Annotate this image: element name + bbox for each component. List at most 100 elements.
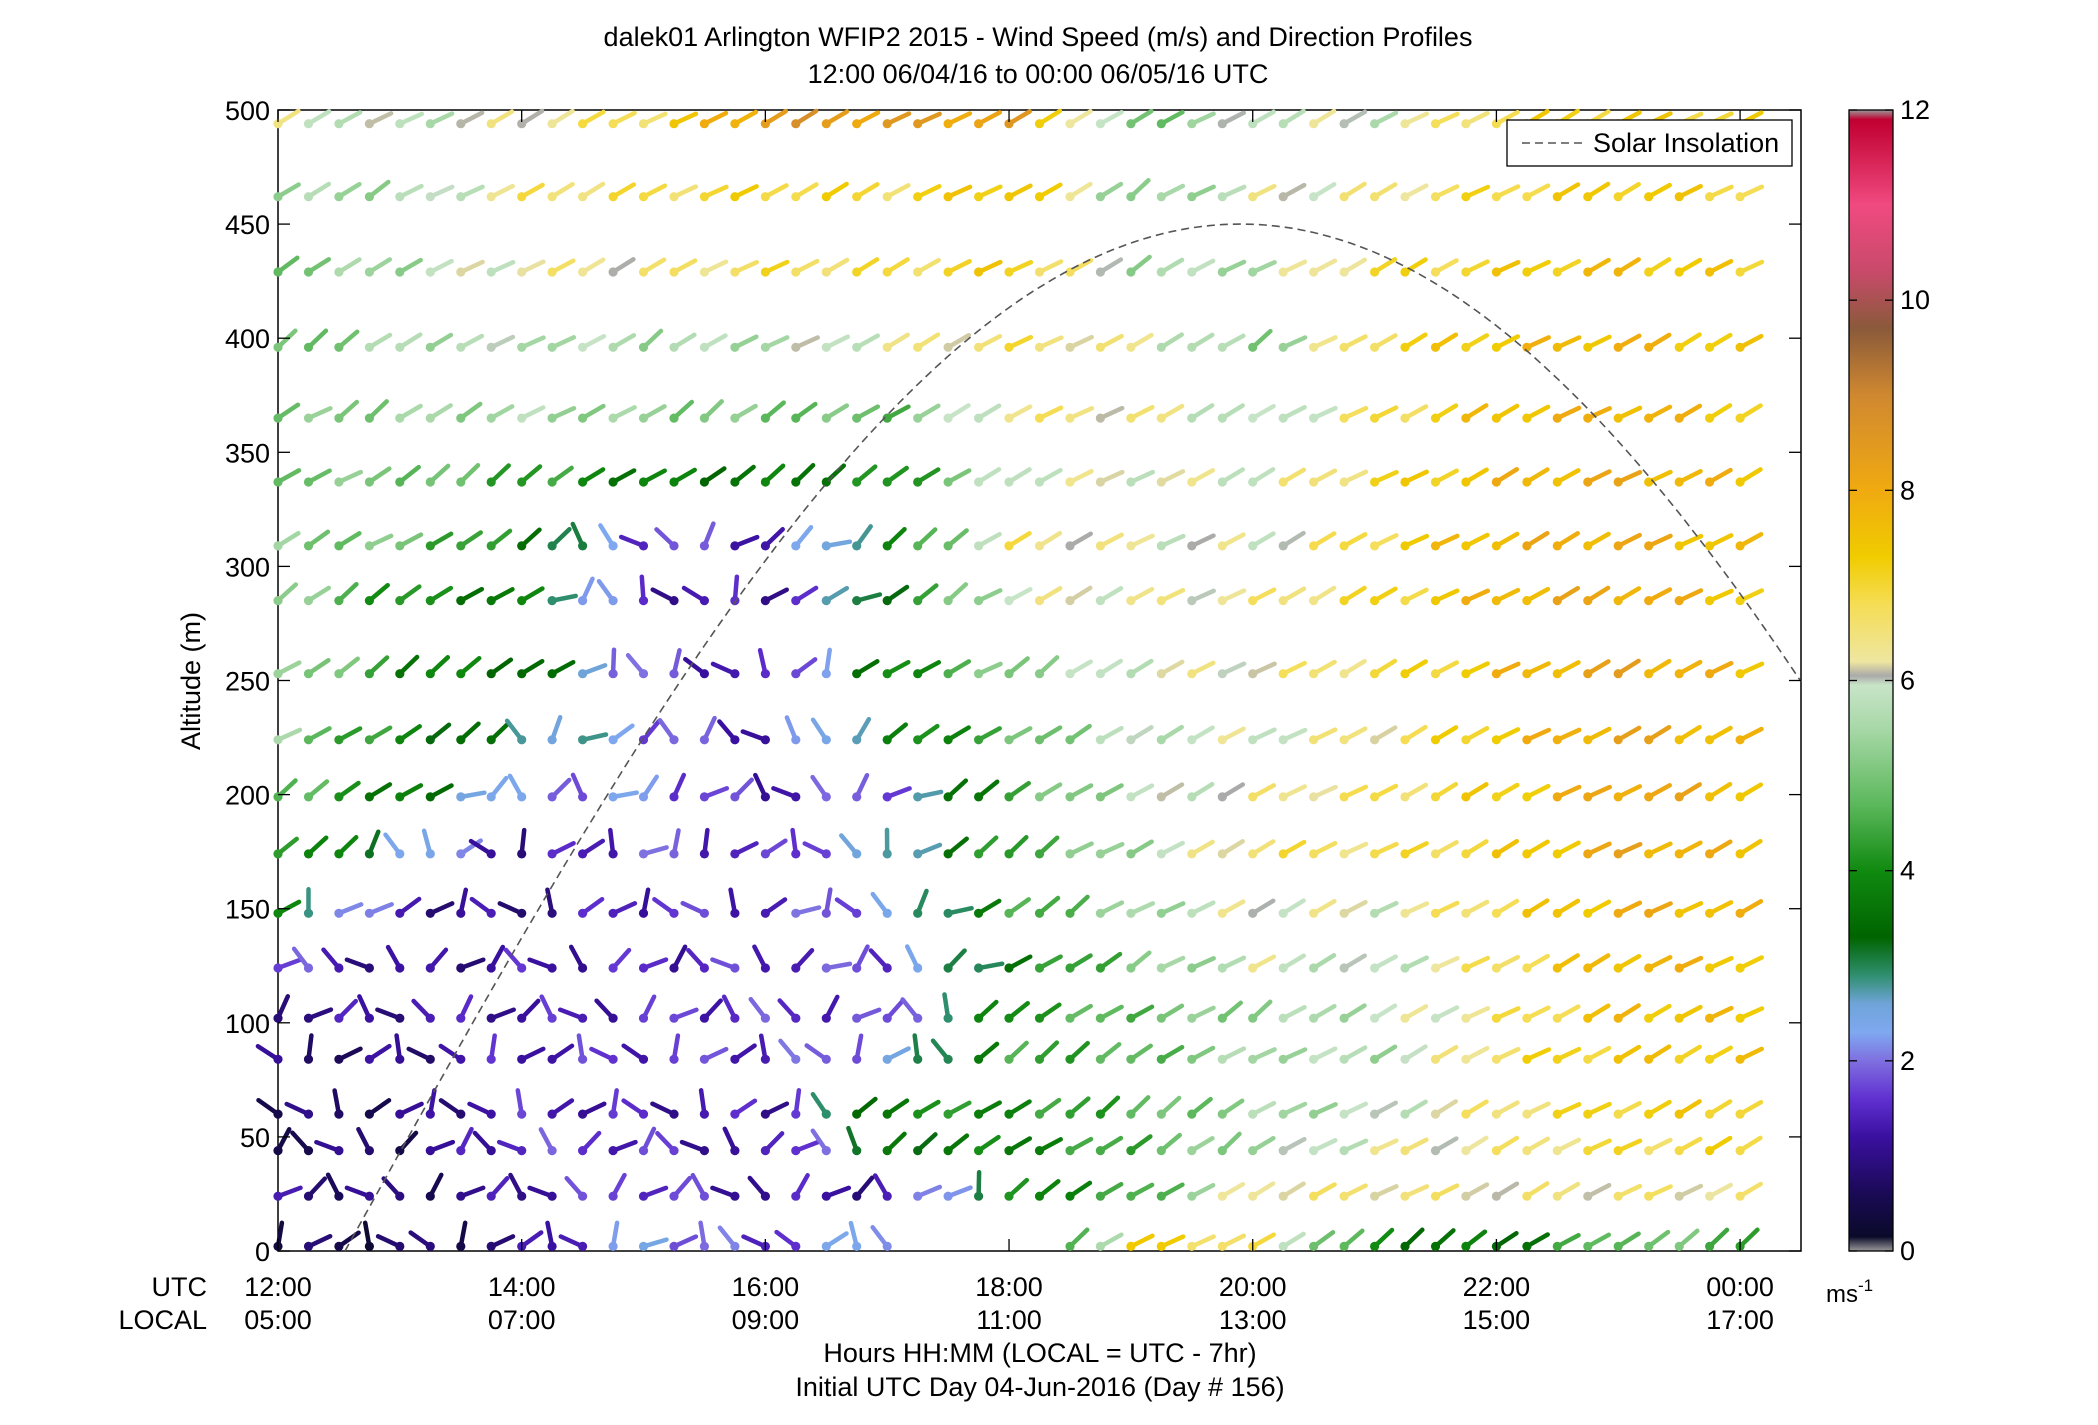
wind-barb-dot: [943, 1013, 953, 1023]
wind-barb-dot: [303, 541, 314, 551]
wind-barb-dot: [303, 963, 314, 973]
wind-barb-dot: [1522, 1109, 1532, 1119]
wind-barb-dot: [1065, 1241, 1075, 1251]
wind-barb-dot: [791, 1013, 801, 1023]
wind-barb-dot: [1705, 669, 1715, 679]
colorbar-unit: ms-1: [1826, 1276, 1873, 1308]
wind-barb-dot: [1004, 669, 1014, 679]
wind-barb-dot: [1004, 342, 1014, 352]
wind-barb-dot: [486, 792, 496, 802]
wind-barb-dot: [669, 908, 679, 918]
wind-barb-dot: [1248, 192, 1258, 202]
wind-barb-dot: [1430, 477, 1441, 487]
wind-barb-dot: [1552, 1013, 1562, 1023]
wind-barb-dot: [791, 792, 801, 802]
wind-barb-dot: [1430, 1241, 1441, 1251]
wind-barb-dot: [913, 963, 923, 973]
wind-barb-dot: [486, 908, 496, 918]
wind-barb-dot: [1309, 735, 1319, 745]
wind-barb-dot: [364, 1013, 374, 1023]
wind-barb-dot: [1674, 413, 1684, 423]
wind-barb-dot: [1400, 1191, 1410, 1201]
wind-barb-dot: [1004, 1054, 1014, 1064]
wind-barb-dot: [364, 267, 374, 277]
wind-barb-dot: [1187, 1109, 1197, 1119]
x-tick-label-local: 15:00: [1463, 1305, 1531, 1335]
wind-barb-dot: [730, 1146, 740, 1156]
wind-barb-dot: [730, 792, 740, 802]
wind-barb-dot: [1309, 1013, 1319, 1023]
x-tick-label-local: 07:00: [488, 1305, 556, 1335]
wind-barb-dot: [1491, 669, 1501, 679]
wind-barb-dot: [303, 477, 314, 487]
solar-insolation-curve: [344, 223, 1802, 1252]
wind-barb-dot: [1400, 596, 1410, 606]
wind-barb-dot: [1309, 342, 1319, 352]
wind-barb-dot: [1461, 792, 1471, 802]
wind-barb-dot: [1430, 1146, 1441, 1156]
wind-barb-dot: [882, 908, 892, 918]
wind-barb-dot: [852, 413, 862, 423]
wind-barb-dot: [1309, 849, 1319, 859]
wind-barb-dot: [1217, 1146, 1227, 1156]
wind-barb-dot: [1491, 1013, 1501, 1023]
wind-barb-dot: [547, 849, 557, 859]
wind-barb-dot: [334, 342, 344, 352]
wind-barb-dot: [1522, 477, 1532, 487]
wind-barb-dot: [486, 1241, 496, 1251]
wind-barb-dot: [1309, 1054, 1319, 1064]
wind-barb-dot: [1248, 1191, 1258, 1201]
wind-barb-dot: [1248, 342, 1258, 352]
wind-barb-dot: [1400, 735, 1410, 745]
wind-barb-dot: [425, 669, 435, 679]
wind-barb-dot: [882, 669, 892, 679]
wind-barb-dot: [882, 1241, 892, 1251]
wind-barb-dot: [943, 596, 953, 606]
colorbar-tick-label: 4: [1900, 856, 1915, 886]
wind-barb-dot: [1278, 792, 1288, 802]
wind-barb-dot: [1339, 1191, 1349, 1201]
wind-barb-dot: [638, 1013, 649, 1023]
wind-barb-dot: [1309, 1191, 1319, 1201]
wind-barb-dot: [578, 119, 588, 129]
wind-barb-dot: [1370, 192, 1380, 202]
wind-barb-dot: [791, 596, 801, 606]
wind-barb-dot: [1126, 119, 1136, 129]
wind-barb-dot: [638, 849, 649, 859]
wind-barb-dot: [1674, 1191, 1684, 1201]
wind-barb-dot: [1034, 413, 1045, 423]
wind-barb-dot: [334, 1241, 344, 1251]
wind-barb-dot: [1004, 1013, 1014, 1023]
wind-barb-dot: [1370, 267, 1380, 277]
wind-barb-dot: [1339, 1054, 1349, 1064]
wind-barb-dot: [1339, 541, 1349, 551]
wind-barb-dot: [1248, 119, 1258, 129]
wind-barb-dot: [821, 119, 831, 129]
wind-barb-dot: [1278, 342, 1288, 352]
wind-barb-dot: [1705, 541, 1715, 551]
wind-barb-dot: [882, 792, 892, 802]
wind-barb-dot: [943, 541, 953, 551]
colorbar-tick-label: 12: [1900, 95, 1930, 125]
wind-barb-dot: [517, 1054, 527, 1064]
wind-barb-dot: [974, 1054, 984, 1064]
wind-barb-dot: [974, 1146, 984, 1156]
wind-barb-dot: [852, 267, 862, 277]
wind-barb-dot: [669, 963, 679, 973]
colorbar-tick-label: 8: [1900, 475, 1915, 505]
wind-barb-dot: [425, 413, 435, 423]
wind-barb-dot: [1339, 669, 1349, 679]
wind-barb-dot: [913, 1109, 923, 1119]
wind-barb-dot: [1552, 792, 1562, 802]
wind-barb-dot: [486, 669, 496, 679]
wind-barb-dot: [1613, 192, 1623, 202]
wind-barb-dot: [364, 192, 374, 202]
wind-barb-dot: [1065, 1191, 1075, 1201]
wind-barb-dot: [1278, 735, 1288, 745]
wind-barb-dot: [1217, 1191, 1227, 1201]
wind-barb-dot: [1705, 735, 1715, 745]
wind-barb-dot: [760, 596, 771, 606]
wind-barb-dot: [1248, 477, 1258, 487]
wind-barb-dot: [1461, 1013, 1471, 1023]
wind-barb-dot: [1613, 735, 1623, 745]
